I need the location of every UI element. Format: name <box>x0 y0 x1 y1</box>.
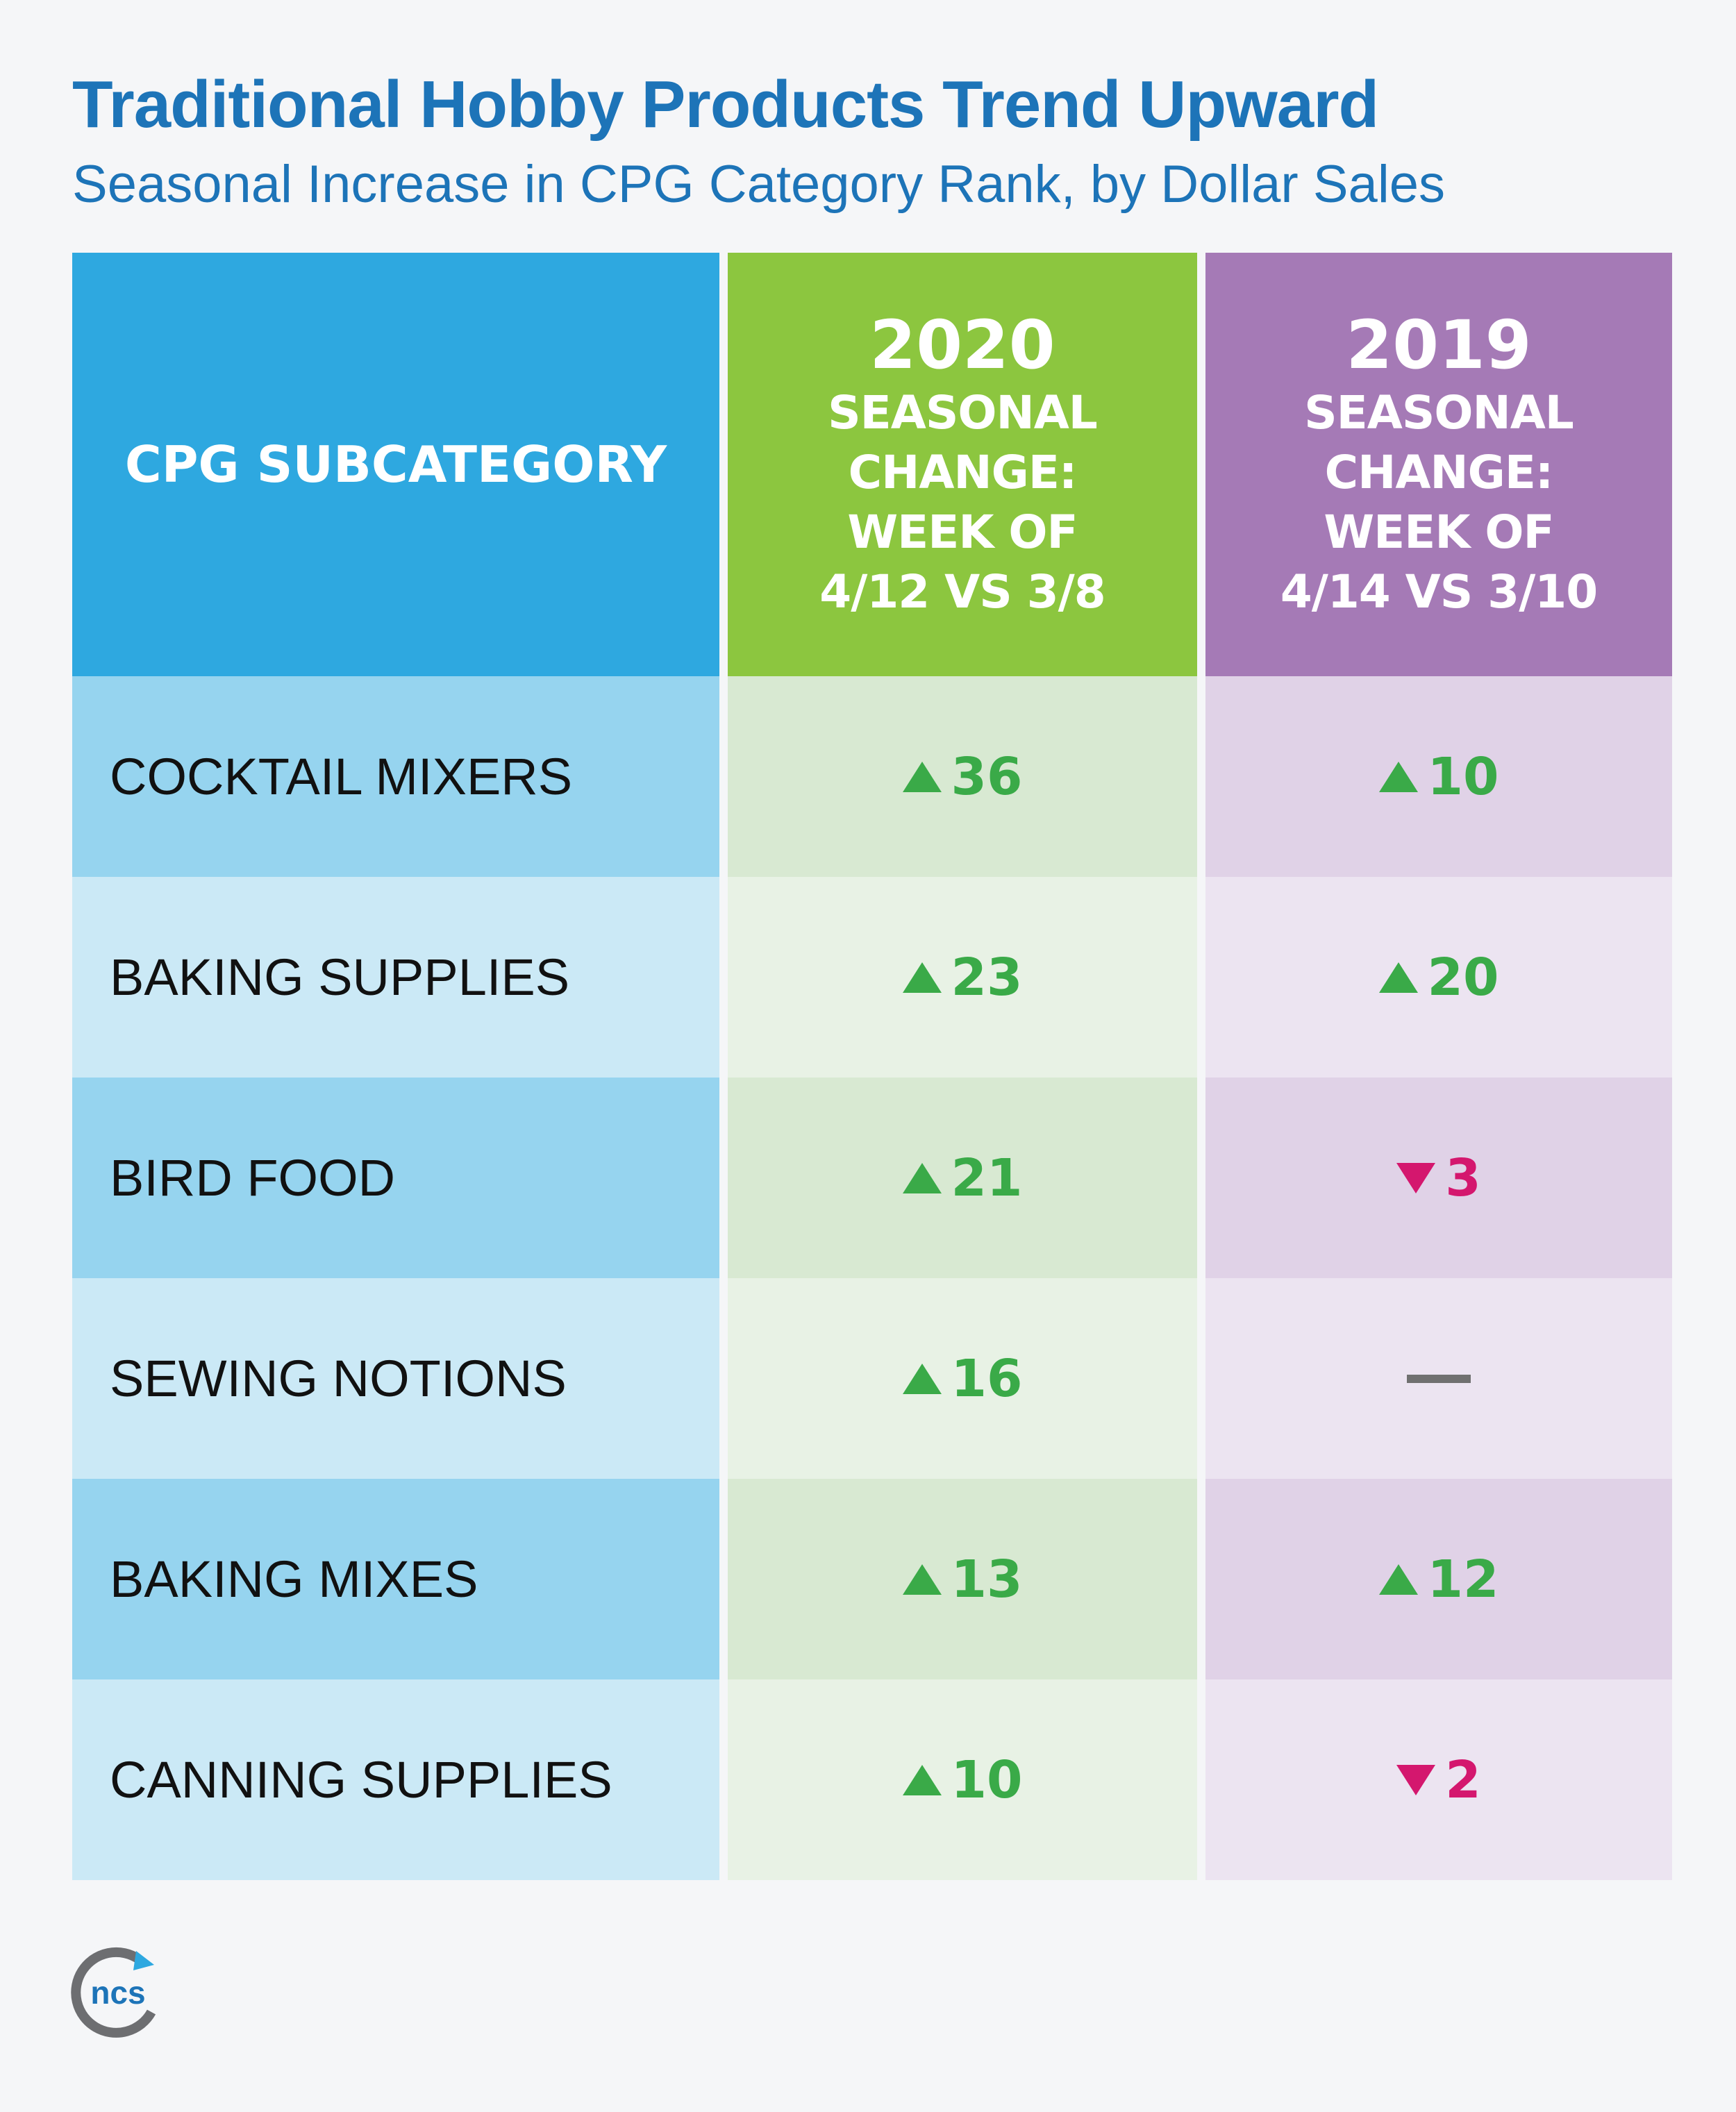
rank-change-value: 23 <box>951 947 1023 1007</box>
value-2019-cell: 2 <box>1205 1679 1672 1880</box>
rank-change-value: 20 <box>1427 947 1499 1007</box>
down-arrow-icon <box>1396 1764 1436 1795</box>
value-2019-cell: 10 <box>1205 676 1672 877</box>
up-arrow-icon <box>902 962 942 993</box>
subcategory-cell: COCKTAIL MIXERS <box>72 676 719 877</box>
value-2019-cell <box>1205 1278 1672 1479</box>
value-2020-cell: 21 <box>728 1078 1197 1278</box>
ncs-logo: ncs <box>71 1947 156 2038</box>
rank-change-value: 3 <box>1445 1148 1481 1208</box>
subcategory-cell: BAKING SUPPLIES <box>72 877 719 1078</box>
value-2020-cell: 23 <box>728 877 1197 1078</box>
up-arrow-icon <box>1378 1564 1418 1595</box>
value-2019-cell: 12 <box>1205 1479 1672 1679</box>
rank-change-value: 10 <box>951 1750 1023 1810</box>
header-2020: 2020 SEASONAL CHANGE: WEEK OF 4/12 VS 3/… <box>728 253 1197 676</box>
chart-title: Traditional Hobby Products Trend Upward <box>72 67 1379 142</box>
up-arrow-icon <box>902 1162 942 1193</box>
up-arrow-icon <box>902 1564 942 1595</box>
header-subcategory: CPG SUBCATEGORY <box>72 253 719 676</box>
up-arrow-icon <box>902 761 942 792</box>
header-2019: 2019 SEASONAL CHANGE: WEEK OF 4/14 VS 3/… <box>1205 253 1672 676</box>
chart-subtitle: Seasonal Increase in CPG Category Rank, … <box>72 155 1445 214</box>
header-2020-desc: SEASONAL CHANGE: WEEK OF 4/12 VS 3/8 <box>819 386 1105 619</box>
header-2019-year: 2019 <box>1346 306 1532 384</box>
rank-change-value: 10 <box>1427 746 1499 807</box>
no-change-dash-icon <box>1407 1374 1471 1383</box>
rank-change-value: 12 <box>1427 1549 1499 1609</box>
rank-change-value: 36 <box>951 746 1023 807</box>
rank-change-value: 21 <box>951 1148 1023 1208</box>
rank-change-value: 2 <box>1445 1750 1481 1810</box>
value-2020-cell: 10 <box>728 1679 1197 1880</box>
subcategory-cell: BAKING MIXES <box>72 1479 719 1679</box>
up-arrow-icon <box>1378 962 1418 993</box>
value-2019-cell: 3 <box>1205 1078 1672 1278</box>
data-table: CPG SUBCATEGORY 2020 SEASONAL CHANGE: WE… <box>72 253 1672 1880</box>
down-arrow-icon <box>1396 1162 1436 1193</box>
header-2020-year: 2020 <box>869 306 1055 384</box>
header-subcategory-label: CPG SUBCATEGORY <box>124 435 667 494</box>
value-2020-cell: 16 <box>728 1278 1197 1479</box>
subcategory-cell: CANNING SUPPLIES <box>72 1679 719 1880</box>
subcategory-cell: BIRD FOOD <box>72 1078 719 1278</box>
up-arrow-icon <box>902 1363 942 1394</box>
value-2019-cell: 20 <box>1205 877 1672 1078</box>
up-arrow-icon <box>902 1764 942 1795</box>
rank-change-value: 16 <box>951 1348 1023 1409</box>
header-2019-desc: SEASONAL CHANGE: WEEK OF 4/14 VS 3/10 <box>1280 386 1598 619</box>
value-2020-cell: 36 <box>728 676 1197 877</box>
subcategory-cell: SEWING NOTIONS <box>72 1278 719 1479</box>
rank-change-value: 13 <box>951 1549 1023 1609</box>
value-2020-cell: 13 <box>728 1479 1197 1679</box>
logo-text: ncs <box>90 1975 145 2011</box>
up-arrow-icon <box>1378 761 1418 792</box>
